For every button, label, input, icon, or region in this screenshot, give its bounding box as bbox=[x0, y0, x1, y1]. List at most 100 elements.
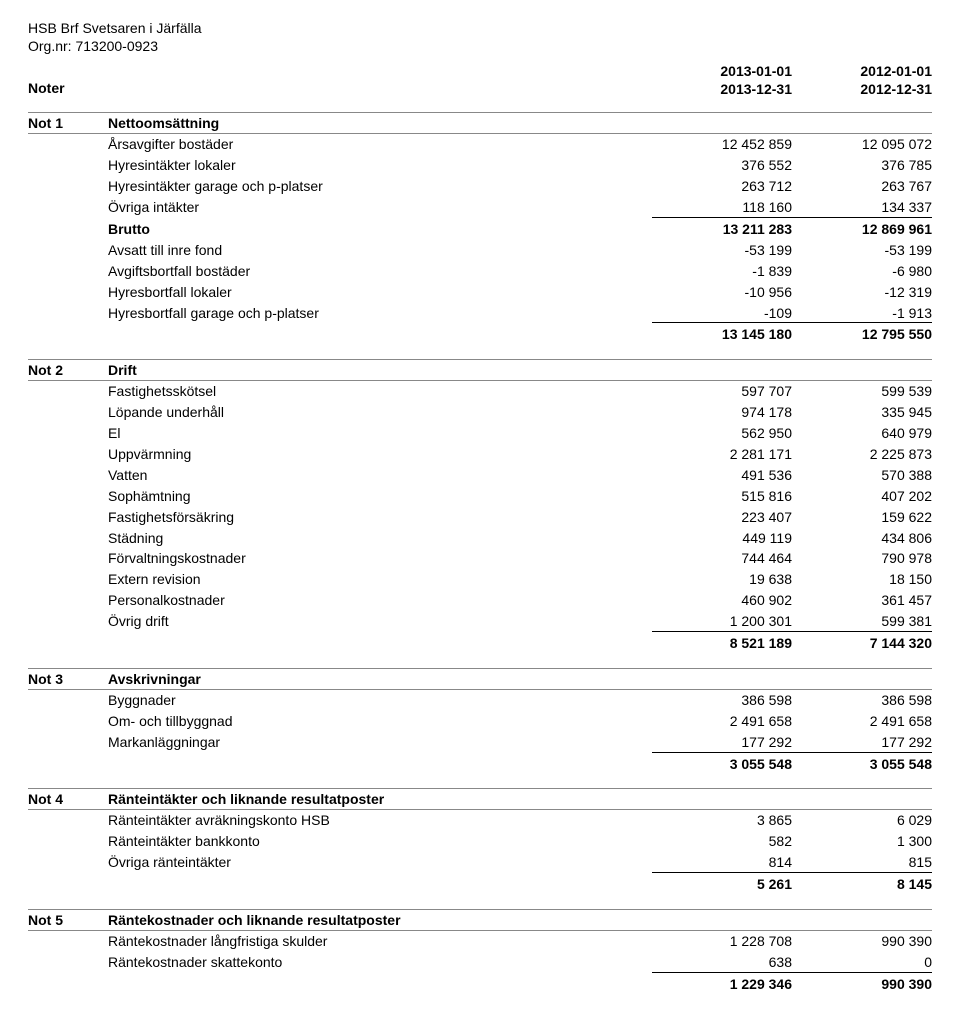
row-label: Om- och tillbyggnad bbox=[108, 712, 652, 731]
row-spacer bbox=[28, 466, 108, 485]
row-spacer bbox=[28, 177, 108, 196]
table-row: Avgiftsbortfall bostäder-1 839-6 980 bbox=[28, 261, 932, 282]
row-spacer bbox=[28, 932, 108, 951]
row-value-2: -53 199 bbox=[792, 241, 932, 260]
row-value-2: 599 539 bbox=[792, 382, 932, 401]
row-spacer bbox=[28, 591, 108, 610]
row-value-1: 2 491 658 bbox=[652, 712, 792, 731]
row-value-1: 491 536 bbox=[652, 466, 792, 485]
row-value-2: 361 457 bbox=[792, 591, 932, 610]
row-spacer bbox=[28, 875, 108, 894]
table-row: Löpande underhåll974 178335 945 bbox=[28, 402, 932, 423]
row-spacer bbox=[28, 156, 108, 175]
table-row: Avsatt till inre fond-53 199-53 199 bbox=[28, 240, 932, 261]
row-label: Brutto bbox=[108, 220, 652, 239]
row-label: Övriga intäkter bbox=[108, 198, 652, 218]
row-value-1: 460 902 bbox=[652, 591, 792, 610]
row-value-2: 134 337 bbox=[792, 198, 932, 218]
row-spacer bbox=[28, 382, 108, 401]
row-spacer bbox=[28, 612, 108, 632]
row-value-1: 582 bbox=[652, 832, 792, 851]
row-label: Markanläggningar bbox=[108, 733, 652, 753]
row-value-2: 386 598 bbox=[792, 691, 932, 710]
row-value-1: 19 638 bbox=[652, 570, 792, 589]
note-title: Räntekostnader och liknande resultatpost… bbox=[108, 912, 932, 928]
row-label bbox=[108, 325, 652, 344]
table-row: Byggnader386 598386 598 bbox=[28, 690, 932, 711]
noter-label: Noter bbox=[28, 80, 652, 96]
table-row: Ränteintäkter avräkningskonto HSB3 8656 … bbox=[28, 810, 932, 831]
row-label: Personalkostnader bbox=[108, 591, 652, 610]
row-label: Hyresintäkter lokaler bbox=[108, 156, 652, 175]
row-label: Hyresbortfall lokaler bbox=[108, 283, 652, 302]
row-spacer bbox=[28, 304, 108, 324]
period-col1-end: 2013-12-31 bbox=[652, 80, 792, 98]
row-value-2: -1 913 bbox=[792, 304, 932, 324]
row-spacer bbox=[28, 508, 108, 527]
row-value-2: -12 319 bbox=[792, 283, 932, 302]
note-header: Not 5Räntekostnader och liknande resulta… bbox=[28, 909, 932, 931]
row-value-2: 2 491 658 bbox=[792, 712, 932, 731]
table-row: 3 055 5483 055 548 bbox=[28, 754, 932, 775]
row-value-1: 223 407 bbox=[652, 508, 792, 527]
row-label: Övrig drift bbox=[108, 612, 652, 632]
table-row: El562 950640 979 bbox=[28, 423, 932, 444]
row-value-1: 8 521 189 bbox=[652, 634, 792, 653]
note-section: Not 2DriftFastighetsskötsel597 707599 53… bbox=[28, 359, 932, 654]
row-value-1: 2 281 171 bbox=[652, 445, 792, 464]
row-value-2: 8 145 bbox=[792, 875, 932, 894]
row-value-2: 815 bbox=[792, 853, 932, 873]
note-title: Drift bbox=[108, 362, 932, 378]
row-value-1: 1 229 346 bbox=[652, 975, 792, 994]
table-row: Räntekostnader skattekonto6380 bbox=[28, 952, 932, 974]
row-value-1: 597 707 bbox=[652, 382, 792, 401]
row-label: Fastighetsförsäkring bbox=[108, 508, 652, 527]
table-row: Personalkostnader460 902361 457 bbox=[28, 590, 932, 611]
table-row: 8 521 1897 144 320 bbox=[28, 633, 932, 654]
row-label bbox=[108, 975, 652, 994]
row-spacer bbox=[28, 198, 108, 218]
row-value-1: 449 119 bbox=[652, 529, 792, 548]
notes-container: Not 1NettoomsättningÅrsavgifter bostäder… bbox=[28, 112, 932, 994]
row-value-2: 12 795 550 bbox=[792, 325, 932, 344]
row-value-1: 13 211 283 bbox=[652, 220, 792, 239]
row-value-1: 3 055 548 bbox=[652, 755, 792, 774]
table-row: Övriga ränteintäkter814815 bbox=[28, 852, 932, 874]
row-value-1: -53 199 bbox=[652, 241, 792, 260]
row-value-1: 12 452 859 bbox=[652, 135, 792, 154]
row-value-2: 0 bbox=[792, 953, 932, 973]
table-row: Hyresbortfall lokaler-10 956-12 319 bbox=[28, 282, 932, 303]
row-label bbox=[108, 755, 652, 774]
table-row: Städning449 119434 806 bbox=[28, 528, 932, 549]
table-row: Fastighetsförsäkring223 407159 622 bbox=[28, 507, 932, 528]
row-label bbox=[108, 875, 652, 894]
row-value-2: 6 029 bbox=[792, 811, 932, 830]
note-number: Not 4 bbox=[28, 791, 108, 807]
table-row: Sophämtning515 816407 202 bbox=[28, 486, 932, 507]
row-spacer bbox=[28, 135, 108, 154]
row-value-1: 1 228 708 bbox=[652, 932, 792, 951]
row-value-1: 1 200 301 bbox=[652, 612, 792, 632]
row-spacer bbox=[28, 445, 108, 464]
row-label: Avgiftsbortfall bostäder bbox=[108, 262, 652, 281]
row-spacer bbox=[28, 220, 108, 239]
row-label: El bbox=[108, 424, 652, 443]
row-label: Förvaltningskostnader bbox=[108, 549, 652, 568]
row-label: Årsavgifter bostäder bbox=[108, 135, 652, 154]
row-spacer bbox=[28, 634, 108, 653]
note-section: Not 3AvskrivningarByggnader386 598386 59… bbox=[28, 668, 932, 775]
row-value-2: 990 390 bbox=[792, 932, 932, 951]
period-col2-start: 2012-01-01 bbox=[792, 62, 932, 80]
row-value-2: 263 767 bbox=[792, 177, 932, 196]
table-row: Brutto13 211 28312 869 961 bbox=[28, 219, 932, 240]
table-row: Hyresbortfall garage och p-platser-109-1… bbox=[28, 303, 932, 325]
row-label: Fastighetsskötsel bbox=[108, 382, 652, 401]
row-value-2: 335 945 bbox=[792, 403, 932, 422]
row-spacer bbox=[28, 712, 108, 731]
row-label: Övriga ränteintäkter bbox=[108, 853, 652, 873]
row-label: Uppvärmning bbox=[108, 445, 652, 464]
note-header: Not 1Nettoomsättning bbox=[28, 112, 932, 134]
table-row: Hyresintäkter garage och p-platser263 71… bbox=[28, 176, 932, 197]
note-number: Not 5 bbox=[28, 912, 108, 928]
row-spacer bbox=[28, 325, 108, 344]
